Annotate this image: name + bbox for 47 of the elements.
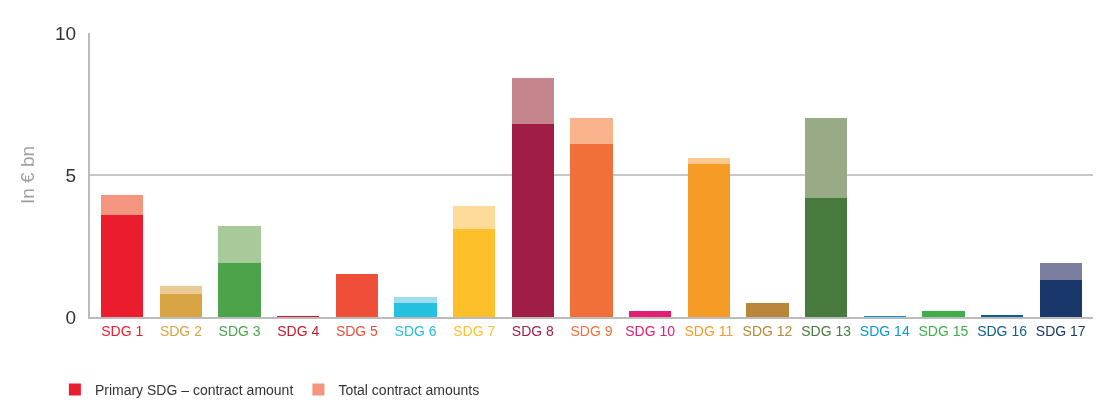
- x-tick-label: SDG 1: [101, 322, 144, 339]
- bar: [394, 297, 437, 303]
- y-tick-label: 10: [55, 22, 77, 44]
- bar: [159, 294, 203, 317]
- x-tick-label: SDG 10: [625, 322, 676, 339]
- bar: [687, 157, 730, 164]
- bar: [805, 118, 848, 198]
- x-tick-label: SDG 7: [453, 322, 496, 339]
- x-tick-label: SDG 11: [684, 322, 734, 339]
- bar: [159, 285, 203, 295]
- bar: [570, 143, 613, 317]
- y-tick-label: 0: [65, 306, 77, 328]
- bar: [1039, 263, 1082, 281]
- bar: [394, 302, 437, 317]
- x-tick-label: SDG 5: [335, 322, 379, 339]
- x-tick-label: SDG 16: [977, 322, 1028, 339]
- bar: [218, 263, 261, 317]
- x-tick-label: SDG 2: [159, 322, 203, 339]
- legend-label: Total contract amounts: [338, 381, 480, 398]
- bar: [453, 228, 496, 317]
- y-tick-label: 5: [65, 164, 77, 186]
- bar: [511, 78, 554, 124]
- bar: [922, 311, 965, 317]
- bar: [1039, 280, 1082, 317]
- bar: [629, 311, 672, 317]
- x-tick-label: SDG 6: [394, 322, 437, 339]
- bar: [570, 118, 613, 144]
- x-tick-label: SDG 4: [277, 322, 320, 339]
- legend-label: Primary SDG – contract amount: [94, 381, 294, 398]
- y-axis-title: In € bn: [17, 145, 39, 205]
- x-tick-label: SDG 17: [1035, 322, 1086, 339]
- x-tick-label: SDG 14: [859, 322, 910, 339]
- bar: [218, 226, 261, 264]
- bar: [335, 274, 378, 317]
- x-tick-label: SDG 8: [511, 322, 555, 339]
- bar: [453, 206, 496, 229]
- bar: [805, 197, 848, 317]
- bar: [687, 163, 730, 317]
- bar: [746, 302, 789, 317]
- x-tick-label: SDG 12: [742, 322, 793, 339]
- bar: [511, 123, 554, 317]
- bar: [101, 194, 144, 215]
- x-tick-label: SDG 3: [218, 322, 261, 339]
- x-tick-label: SDG 9: [570, 322, 613, 339]
- bar: [101, 214, 144, 317]
- x-tick-label: SDG 15: [918, 322, 969, 339]
- x-tick-label: SDG 13: [801, 322, 852, 339]
